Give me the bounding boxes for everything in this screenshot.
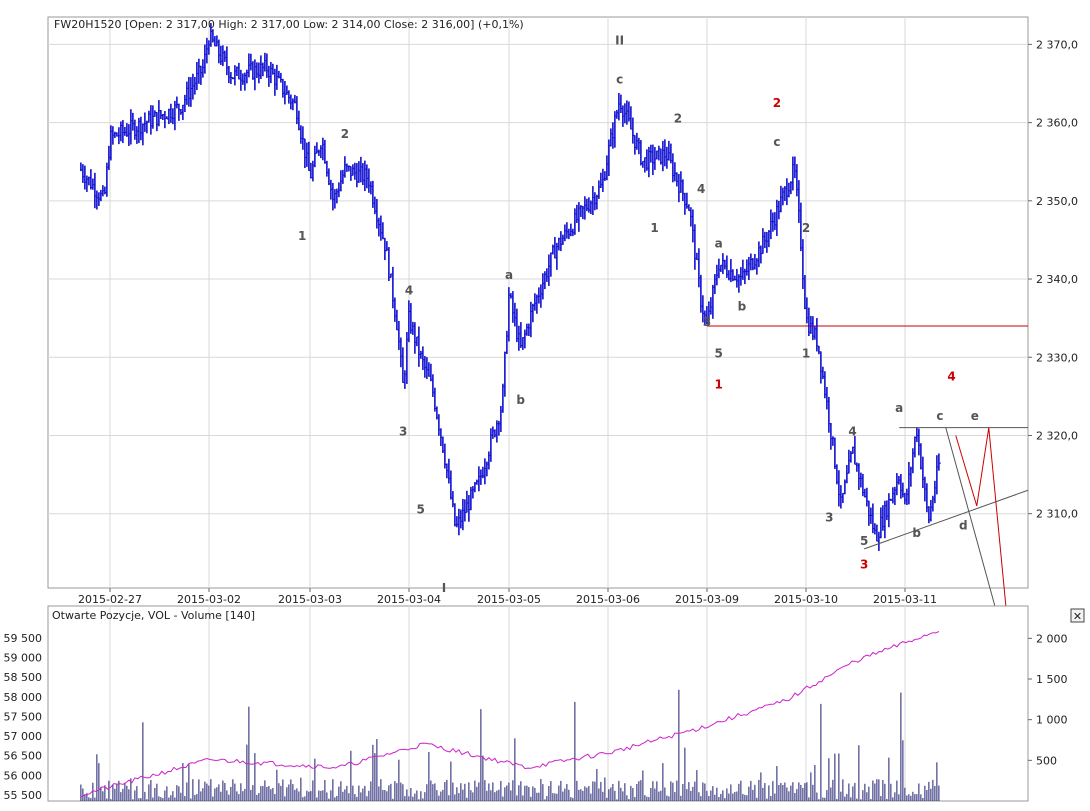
wave-label: 3 (860, 557, 868, 571)
volume-panel-frame (47, 605, 1029, 802)
wave-label: 3 (825, 511, 833, 525)
wave-label: 2 (802, 221, 810, 235)
wave-label: b (738, 299, 747, 313)
date-tick-label: 2015-03-03 (278, 593, 342, 606)
wave-label: 4 (947, 370, 955, 384)
price-grid (48, 17, 1028, 588)
date-tick-label: 2015-03-10 (774, 593, 838, 606)
wave-label: b (516, 393, 525, 407)
price-tick-label: 2 360,0 (1036, 117, 1078, 130)
volume-left-tick-label: 56 000 (4, 769, 43, 782)
volume-right-tick-label: 500 (1036, 754, 1057, 767)
volume-left-tick-label: 56 500 (4, 750, 43, 763)
wave-labels: 12345IabcII1243ab512c214353abc4ed5 (298, 33, 991, 641)
price-tick-label: 2 330,0 (1036, 351, 1078, 364)
open-interest-line (80, 631, 940, 798)
price-panel-frame (47, 16, 1029, 589)
date-tick-label: 2015-03-04 (377, 593, 441, 606)
date-tick-label: 2015-03-06 (576, 593, 640, 606)
wave-label: a (505, 268, 513, 282)
volume-left-tick-label: 58 500 (4, 671, 43, 684)
wave-label: 5 (714, 346, 722, 360)
wave-label: 5 (416, 503, 424, 517)
wave-label: c (616, 72, 623, 86)
price-bars (80, 23, 941, 551)
wave-label: 1 (714, 378, 722, 392)
wave-label: a (715, 237, 723, 251)
wave-label: 4 (697, 182, 705, 196)
wave-label: 5 (860, 534, 868, 548)
wave-label: 1 (650, 221, 658, 235)
volume-right-tick-label: 1 500 (1036, 673, 1068, 686)
wave-label: 4 (405, 284, 413, 298)
wave-label: c (936, 409, 943, 423)
price-tick-label: 2 340,0 (1036, 273, 1078, 286)
volume-panel-title: Otwarte Pozycje, VOL - Volume [140] (52, 609, 255, 622)
price-tick-label: 2 350,0 (1036, 195, 1078, 208)
triangle-lower-line (864, 489, 1029, 550)
wave-label: II (615, 33, 624, 47)
volume-axis-ticks: 59 500 59 000 58 500 58 000 57 500 57 000 56 5… (4, 632, 1068, 802)
wave-label: d (959, 518, 968, 532)
date-tick-label: 2015-03-02 (177, 593, 241, 606)
wave-label: 1 (802, 346, 810, 360)
volume-grid (109, 606, 906, 801)
close-icon: ✕ (1073, 610, 1082, 623)
date-axis-ticks: 2015-02-27 2015-03-02 2015-03-03 2015-03-04… (78, 588, 937, 606)
price-axis-ticks: 2 370,0 2 360,0 2 350,0 2 340,0 2 330,0 2 320… (1028, 38, 1078, 521)
volume-left-tick-label: 57 000 (4, 730, 43, 743)
wave-label: 1 (298, 229, 306, 243)
wave-label: b (912, 526, 921, 540)
projection-red-path (955, 427, 1017, 710)
wave-label: 4 (848, 424, 856, 438)
volume-left-tick-label: 59 500 (4, 632, 43, 645)
wave-label: 2 (341, 127, 349, 141)
volume-bars (80, 689, 940, 801)
wave-label: 2 (773, 96, 781, 110)
volume-right-tick-label: 2 000 (1036, 632, 1068, 645)
wave-label: a (895, 401, 903, 415)
price-tick-label: 2 310,0 (1036, 508, 1078, 521)
chart-header-title: FW20H1520 [Open: 2 317,00 High: 2 317,00… (54, 18, 524, 31)
close-panel-button[interactable]: ✕ (1070, 608, 1085, 623)
wave-label: 3 (703, 315, 711, 329)
date-tick-label: 2015-03-11 (873, 593, 937, 606)
volume-right-tick-label: 1 000 (1036, 714, 1068, 727)
wave-label: I (442, 581, 446, 595)
date-tick-label: 2015-03-05 (477, 593, 541, 606)
date-tick-label: 2015-03-09 (675, 593, 739, 606)
price-tick-label: 2 370,0 (1036, 38, 1078, 51)
volume-left-tick-label: 57 500 (4, 710, 43, 723)
wave-label: c (773, 135, 780, 149)
wave-label: 3 (399, 424, 407, 438)
price-tick-label: 2 320,0 (1036, 429, 1078, 442)
date-tick-label: 2015-02-27 (78, 593, 142, 606)
volume-left-tick-label: 58 000 (4, 691, 43, 704)
volume-left-tick-label: 55 500 (4, 789, 43, 802)
wave-label: 2 (674, 112, 682, 126)
volume-left-tick-label: 59 000 (4, 652, 43, 665)
wave-label: e (971, 409, 979, 423)
